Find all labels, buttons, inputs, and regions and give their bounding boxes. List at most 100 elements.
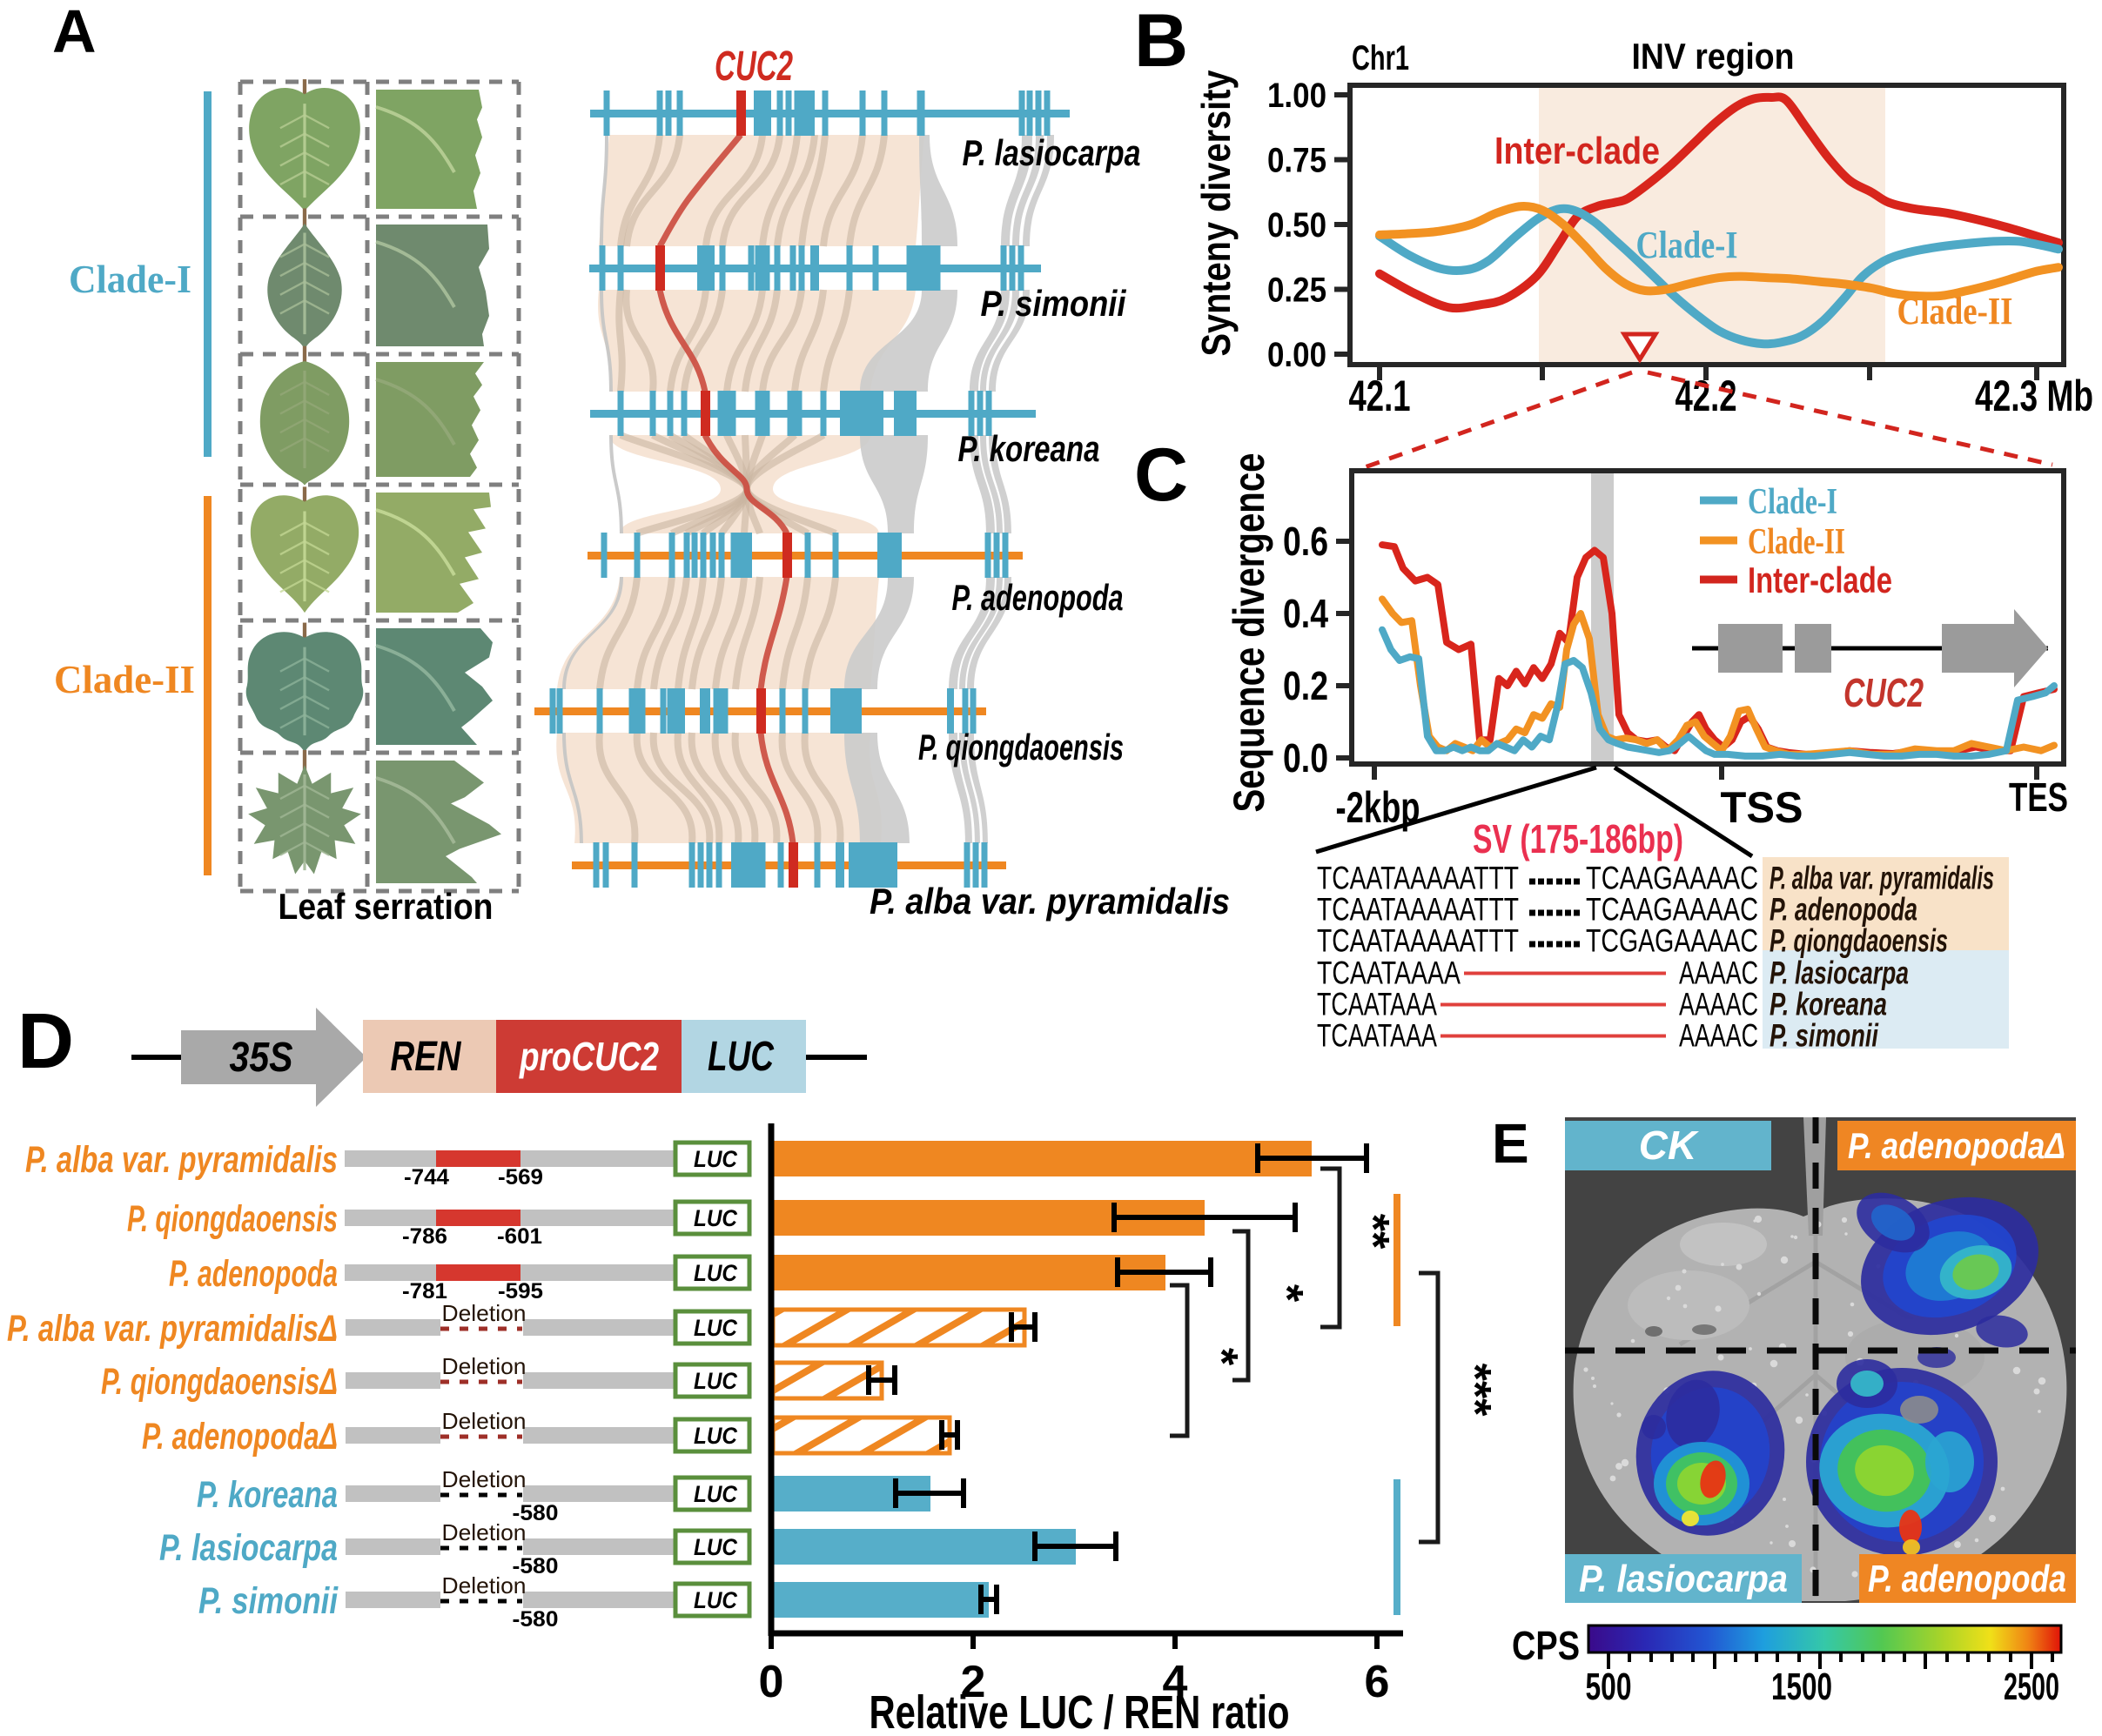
svg-text:2: 2 xyxy=(961,1657,986,1707)
svg-text:P. adenopoda: P. adenopoda xyxy=(169,1253,338,1295)
svg-text:TCAAGAAAAC: TCAAGAAAAC xyxy=(1586,892,1758,928)
svg-text:**: ** xyxy=(1347,1214,1398,1250)
svg-text:E: E xyxy=(1492,1112,1529,1175)
svg-text:500: 500 xyxy=(1586,1666,1632,1708)
svg-text:TCAATAAAAATTT: TCAATAAAAATTT xyxy=(1317,923,1519,959)
svg-text:Inter-clade: Inter-clade xyxy=(1494,130,1660,172)
svg-text:LUC: LUC xyxy=(694,1315,737,1341)
svg-text:P. adenopodaΔ: P. adenopodaΔ xyxy=(1848,1125,2065,1166)
svg-text:P. lasiocarpa: P. lasiocarpa xyxy=(963,132,1141,173)
svg-text:Deletion: Deletion xyxy=(442,1353,527,1379)
svg-text:INV region: INV region xyxy=(1632,36,1795,77)
svg-text:Clade-II: Clade-II xyxy=(54,657,195,701)
svg-text:-580: -580 xyxy=(513,1607,559,1632)
svg-text:Clade-I: Clade-I xyxy=(69,257,191,301)
svg-text:6: 6 xyxy=(1365,1657,1390,1707)
svg-text:0.75: 0.75 xyxy=(1267,142,1326,180)
svg-text:Sequence divergence: Sequence divergence xyxy=(1225,453,1273,813)
svg-text:-601: -601 xyxy=(497,1224,542,1249)
svg-text:P. koreana: P. koreana xyxy=(958,428,1100,469)
svg-text:P. alba var. pyramidalis: P. alba var. pyramidalis xyxy=(1770,861,1994,896)
svg-text:proCUC2: proCUC2 xyxy=(518,1034,659,1079)
svg-text:LUC: LUC xyxy=(694,1205,737,1231)
svg-text:SV (175-186bp): SV (175-186bp) xyxy=(1473,816,1683,861)
svg-text:P. simonii: P. simonii xyxy=(981,283,1127,324)
svg-text:42.3 Mb: 42.3 Mb xyxy=(1975,372,2093,420)
svg-text:Inter-clade: Inter-clade xyxy=(1748,560,1892,600)
svg-text:Deletion: Deletion xyxy=(442,1519,527,1545)
svg-text:Synteny diversity: Synteny diversity xyxy=(1193,70,1239,356)
svg-text:1.00: 1.00 xyxy=(1267,77,1326,115)
svg-text:P. lasiocarpa: P. lasiocarpa xyxy=(1579,1558,1788,1600)
svg-text:CK: CK xyxy=(1639,1123,1699,1168)
svg-text:Clade-II: Clade-II xyxy=(1748,522,1845,562)
svg-text:P. alba var. pyramidalisΔ: P. alba var. pyramidalisΔ xyxy=(7,1308,338,1350)
svg-text:Deletion: Deletion xyxy=(442,1300,527,1326)
svg-text:LUC: LUC xyxy=(694,1423,737,1449)
svg-text:AAAAC: AAAAC xyxy=(1679,1018,1758,1054)
svg-text:P. simonii: P. simonii xyxy=(198,1580,339,1622)
svg-text:0.6: 0.6 xyxy=(1283,519,1328,564)
svg-text:Relative LUC / REN ratio: Relative LUC / REN ratio xyxy=(870,1686,1290,1736)
svg-text:0.50: 0.50 xyxy=(1267,206,1326,245)
svg-text:CUC2: CUC2 xyxy=(715,44,793,90)
svg-text:A: A xyxy=(52,0,97,65)
svg-text:Deletion: Deletion xyxy=(442,1572,527,1599)
svg-text:P. qiongdaoensis: P. qiongdaoensis xyxy=(1770,923,1948,959)
svg-text:0.0: 0.0 xyxy=(1283,735,1328,781)
svg-text:C: C xyxy=(1134,433,1188,517)
svg-text:P. adenopoda: P. adenopoda xyxy=(1868,1558,2066,1600)
svg-text:P. koreana: P. koreana xyxy=(197,1474,338,1516)
svg-text:Leaf serration: Leaf serration xyxy=(279,886,494,927)
svg-text:B: B xyxy=(1134,0,1188,83)
svg-text:CUC2: CUC2 xyxy=(1843,670,1924,715)
svg-text:42.2: 42.2 xyxy=(1676,372,1737,420)
svg-text:TCAATAAAAATTT: TCAATAAAAATTT xyxy=(1317,861,1519,896)
svg-text:P. qiongdaoensis: P. qiongdaoensis xyxy=(918,727,1124,767)
svg-text:Deletion: Deletion xyxy=(442,1466,527,1492)
svg-text:REN: REN xyxy=(391,1034,462,1080)
svg-text:LUC: LUC xyxy=(694,1587,737,1613)
svg-text:-580: -580 xyxy=(513,1554,559,1578)
svg-text:P. adenopodaΔ: P. adenopodaΔ xyxy=(142,1416,338,1458)
svg-text:P. adenopoda: P. adenopoda xyxy=(952,577,1124,618)
svg-text:0.00: 0.00 xyxy=(1267,336,1326,374)
svg-text:P. lasiocarpa: P. lasiocarpa xyxy=(1770,955,1909,991)
svg-text:-781: -781 xyxy=(402,1279,447,1304)
svg-text:TCAAGAAAAC: TCAAGAAAAC xyxy=(1586,861,1758,896)
svg-text:TSS: TSS xyxy=(1721,783,1803,832)
svg-text:0.4: 0.4 xyxy=(1283,591,1328,636)
svg-text:35S: 35S xyxy=(230,1035,293,1081)
svg-text:-580: -580 xyxy=(513,1501,559,1525)
svg-text:Deletion: Deletion xyxy=(442,1408,527,1434)
svg-text:Clade-I: Clade-I xyxy=(1636,224,1738,266)
svg-text:P. adenopoda: P. adenopoda xyxy=(1770,892,1917,928)
svg-text:AAAAC: AAAAC xyxy=(1679,955,1758,991)
svg-text:LUC: LUC xyxy=(694,1368,737,1394)
svg-text:LUC: LUC xyxy=(708,1034,775,1080)
svg-text:LUC: LUC xyxy=(694,1481,737,1507)
svg-text:TCAATAAAA: TCAATAAAA xyxy=(1317,955,1461,991)
svg-text:CPS: CPS xyxy=(1512,1623,1580,1668)
svg-text:P. simonii: P. simonii xyxy=(1770,1018,1879,1054)
svg-text:4: 4 xyxy=(1163,1657,1188,1707)
svg-text:TCAATAAA: TCAATAAA xyxy=(1317,987,1437,1022)
svg-text:Clade-I: Clade-I xyxy=(1748,482,1837,522)
svg-text:P. koreana: P. koreana xyxy=(1770,987,1887,1022)
svg-text:0.2: 0.2 xyxy=(1283,663,1328,708)
svg-text:P. alba var. pyramidalis: P. alba var. pyramidalis xyxy=(25,1139,338,1181)
svg-text:TCAATAAA: TCAATAAA xyxy=(1317,1018,1437,1054)
svg-text:***: *** xyxy=(1449,1364,1500,1417)
svg-text:LUC: LUC xyxy=(694,1534,737,1560)
svg-text:42.1: 42.1 xyxy=(1349,372,1411,420)
svg-text:-744: -744 xyxy=(404,1165,449,1190)
svg-text:LUC: LUC xyxy=(694,1146,737,1172)
svg-text:2500: 2500 xyxy=(2004,1666,2059,1708)
svg-text:TCAATAAAAATTT: TCAATAAAAATTT xyxy=(1317,892,1519,928)
svg-text:P. qiongdaoensis: P. qiongdaoensis xyxy=(127,1198,338,1240)
svg-text:P. qiongdaoensisΔ: P. qiongdaoensisΔ xyxy=(101,1361,338,1403)
svg-text:*: * xyxy=(1261,1284,1312,1303)
svg-text:TES: TES xyxy=(2009,774,2068,820)
svg-text:Chr1: Chr1 xyxy=(1352,39,1409,77)
svg-text:P. lasiocarpa: P. lasiocarpa xyxy=(159,1527,338,1569)
